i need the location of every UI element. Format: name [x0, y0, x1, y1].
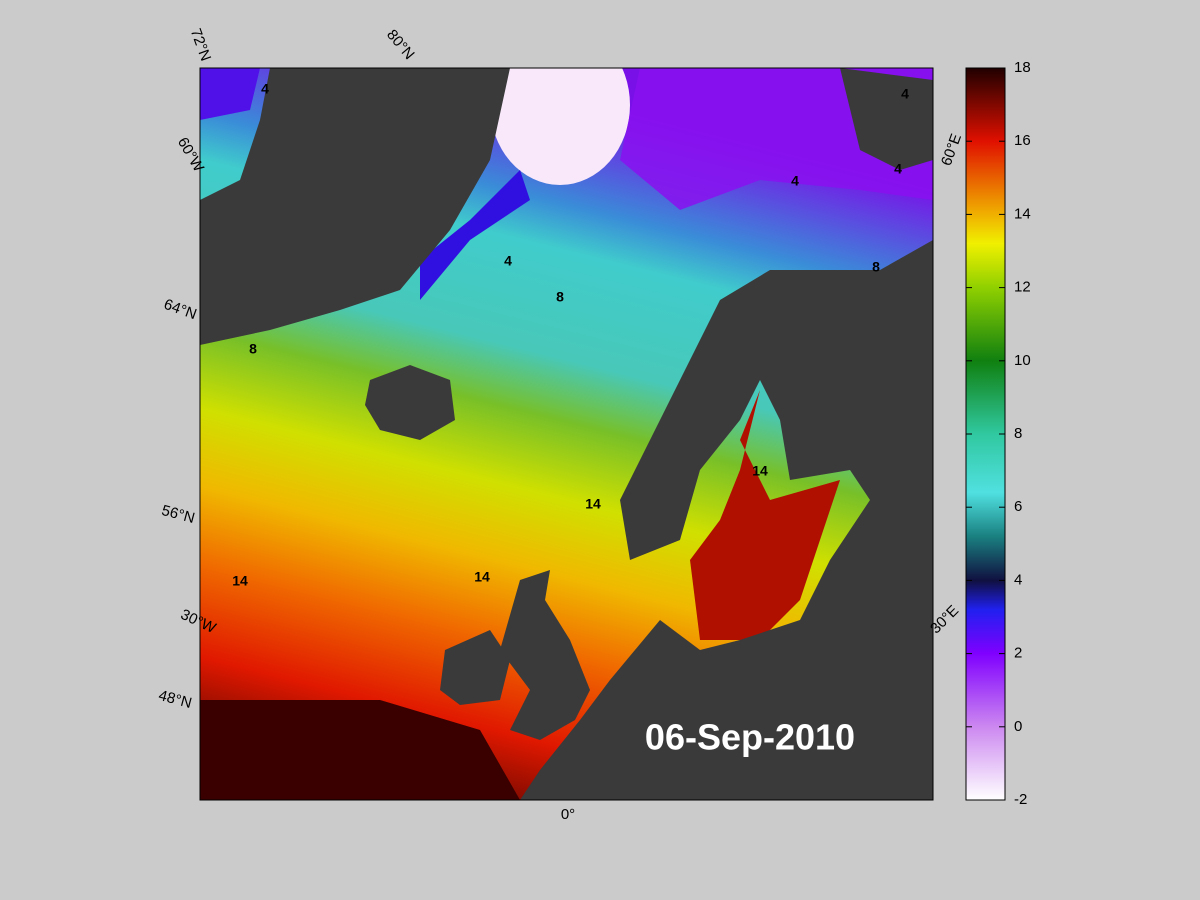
contour-label: 14: [752, 463, 768, 479]
date-label: 06-Sep-2010: [645, 717, 855, 758]
colorbar-tick-label: 18: [1014, 59, 1031, 76]
colorbar-tick-label: -2: [1014, 791, 1027, 808]
grid-label: 72°N: [187, 26, 214, 63]
cold-region: [200, 68, 260, 120]
grid-label: 64°N: [162, 296, 199, 323]
colorbar-tick-label: 12: [1014, 279, 1031, 296]
contour-label: 4: [504, 253, 512, 269]
contour-label: 4: [894, 161, 902, 177]
grid-label: 48°N: [157, 687, 194, 712]
grid-label: 60°E: [938, 132, 965, 169]
contour-label: 8: [556, 289, 564, 305]
contour-label: 14: [232, 573, 248, 589]
colorbar-tick-label: 14: [1014, 205, 1031, 222]
contour-label: 4: [791, 173, 799, 189]
colorbar-tick-label: 8: [1014, 425, 1022, 442]
contour-label: 14: [474, 569, 490, 585]
colorbar-tick-label: 2: [1014, 645, 1022, 662]
contour-label: 8: [249, 341, 257, 357]
colorbar-tick-label: 4: [1014, 571, 1022, 588]
warm-sea: [690, 390, 840, 640]
warm-sea: [200, 700, 520, 800]
contour-label: 14: [585, 496, 601, 512]
grid-label: 56°N: [160, 502, 197, 527]
map-area: [200, 68, 933, 800]
contour-label: 4: [261, 81, 269, 97]
contour-label: 8: [872, 259, 880, 275]
grid-label: 80°N: [383, 26, 418, 63]
cold-region: [420, 170, 530, 300]
grid-label: 0°: [561, 806, 575, 823]
ice-region: [490, 68, 630, 185]
map-frame: [199, 67, 934, 801]
colorbar-tick-label: 16: [1014, 132, 1031, 149]
colorbar-tick-label: 6: [1014, 498, 1022, 515]
colorbar-tick-label: 0: [1014, 718, 1022, 735]
colorbar: [965, 67, 1006, 801]
contour-label: 4: [901, 86, 909, 102]
colorbar-tick-label: 10: [1014, 352, 1031, 369]
land: [200, 68, 933, 800]
